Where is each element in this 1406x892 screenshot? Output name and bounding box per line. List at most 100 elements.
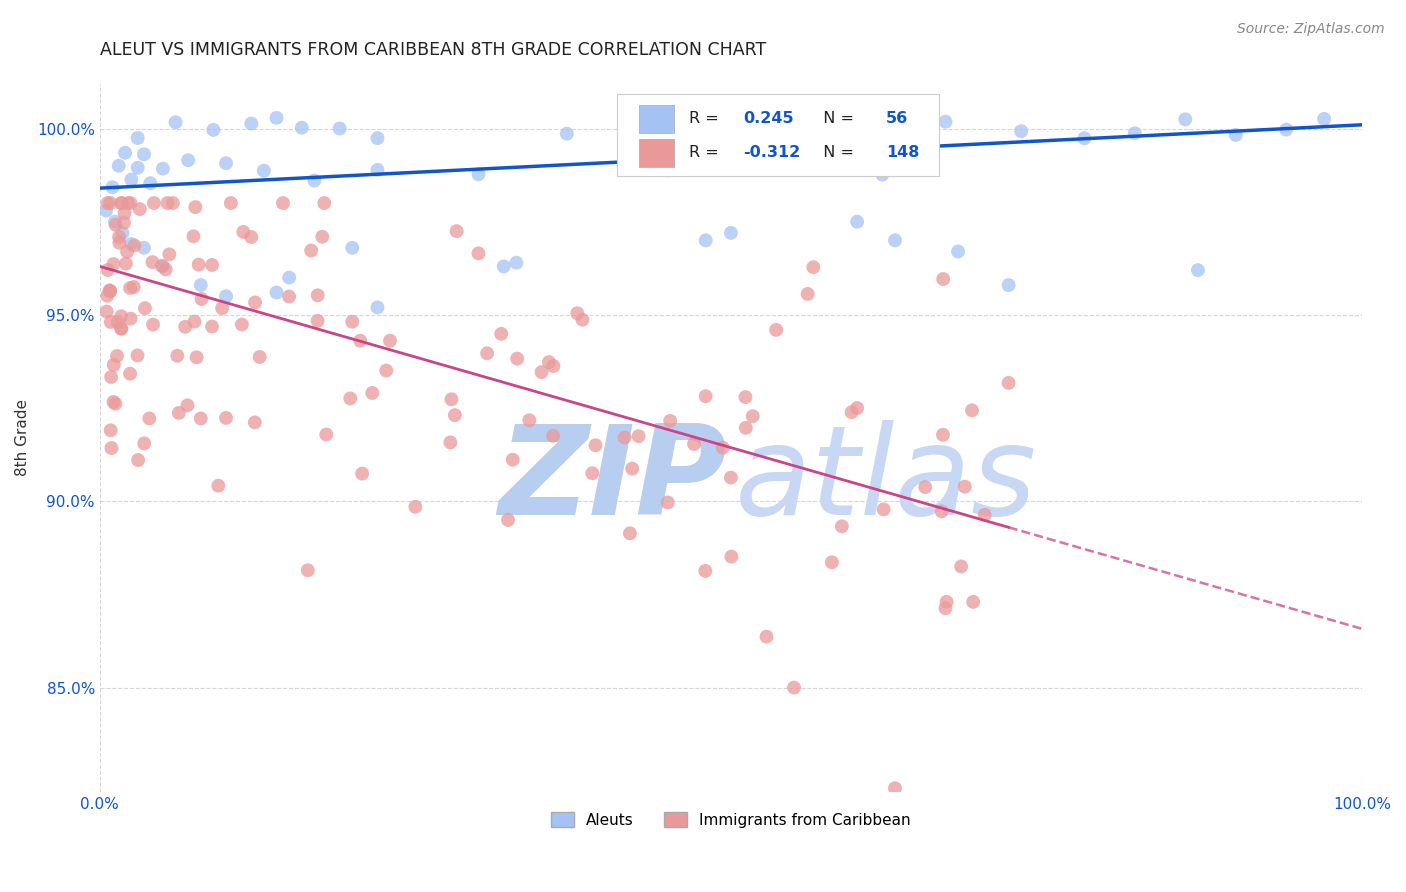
Point [98,283,121,297]
Point [103,395,125,409]
Point [207,478,229,492]
Point [299,244,322,258]
Point [100,196,122,211]
Point [304,173,326,187]
Point [183,229,205,244]
Point [953,480,976,494]
Point [104,397,127,411]
Point [190,292,212,306]
Point [202,123,225,137]
Y-axis label: 8th Grade: 8th Grade [15,400,30,476]
Point [1010,124,1032,138]
Point [190,278,212,293]
FancyBboxPatch shape [638,104,673,133]
Point [342,241,364,255]
Point [174,319,197,334]
Point [110,196,132,211]
FancyBboxPatch shape [617,95,939,176]
Point [1073,131,1095,145]
Point [120,367,142,381]
Point [96,289,118,303]
Text: ZIP: ZIP [498,420,727,541]
Point [186,351,208,365]
Point [176,398,198,412]
Point [1187,263,1209,277]
Point [271,196,294,211]
Point [108,230,131,244]
Point [571,312,593,326]
Point [997,278,1019,293]
Point [157,247,180,261]
Point [404,500,426,514]
Point [872,502,894,516]
Text: R =: R = [689,112,724,127]
Point [1174,112,1197,127]
Point [240,230,263,244]
Point [127,161,149,175]
Text: 0.245: 0.245 [744,112,794,127]
Point [973,508,995,522]
Point [585,438,607,452]
Point [127,348,149,362]
Point [243,295,266,310]
Point [914,480,936,494]
Point [720,549,742,564]
Point [243,416,266,430]
Point [801,260,824,275]
Point [97,196,120,211]
Point [114,145,136,160]
Point [934,601,956,615]
Point [683,437,706,451]
Point [846,401,869,415]
Point [659,414,682,428]
Point [107,315,129,329]
Point [278,289,301,303]
Point [105,349,128,363]
Point [108,235,131,250]
Point [440,392,463,407]
Text: N =: N = [813,145,859,161]
Point [110,196,132,211]
Point [134,301,156,316]
Point [132,147,155,161]
Point [112,216,135,230]
Point [581,467,603,481]
Point [1225,128,1247,142]
Point [152,161,174,176]
Point [162,196,184,211]
Text: 56: 56 [886,112,908,127]
Point [872,168,894,182]
Point [110,321,132,335]
Point [120,196,142,211]
Legend: Aleuts, Immigrants from Caribbean: Aleuts, Immigrants from Caribbean [544,805,917,834]
Point [884,781,907,796]
Point [934,114,956,128]
Point [150,259,173,273]
Point [502,452,524,467]
Point [311,229,333,244]
Point [120,281,142,295]
Point [215,289,238,303]
Point [94,203,117,218]
Point [1123,126,1146,140]
Point [201,258,224,272]
Point [103,358,125,372]
Point [139,176,162,190]
Point [100,441,122,455]
Point [720,470,742,484]
Point [475,346,498,360]
Point [155,262,177,277]
Point [997,376,1019,390]
Point [141,255,163,269]
Point [492,260,515,274]
Point [134,436,156,450]
Point [110,310,132,324]
Point [156,196,179,211]
Point [231,318,253,332]
Point [184,200,207,214]
Point [117,196,139,211]
Point [695,564,717,578]
Point [128,202,150,216]
Point [1275,122,1298,136]
Text: -0.312: -0.312 [744,145,801,161]
